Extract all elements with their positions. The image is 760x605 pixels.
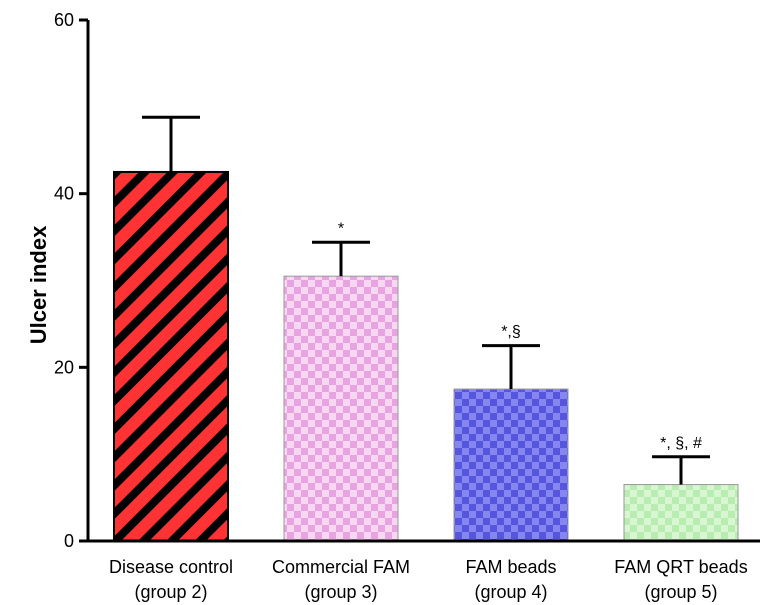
y-axis-label: Ulcer index (26, 225, 51, 344)
x-axis-category-labels: Disease control (group 2) Commercial FAM (g… (109, 557, 748, 602)
bar-2 (283, 275, 399, 542)
category-group-label-1: (group 2) (134, 582, 207, 602)
category-label-3: FAM beads (465, 557, 556, 577)
category-label-2: Commercial FAM (272, 557, 410, 577)
y-axis-ticks: 0 20 40 60 (54, 10, 88, 551)
y-tick-label-40: 40 (54, 184, 74, 204)
bars: * *,§ *, §, # (113, 115, 739, 542)
category-group-label-3: (group 4) (474, 582, 547, 602)
category-group-label-4: (group 5) (644, 582, 717, 602)
y-tick-label-0: 0 (64, 531, 74, 551)
category-label-4: FAM QRT beads (614, 557, 747, 577)
y-tick-label-60: 60 (54, 10, 74, 30)
significance-annotation-2: * (338, 220, 344, 237)
category-label-1: Disease control (109, 557, 233, 577)
category-group-label-2: (group 3) (304, 582, 377, 602)
bar-4 (623, 484, 739, 542)
significance-annotation-4: *, §, # (660, 435, 702, 452)
y-tick-label-20: 20 (54, 357, 74, 377)
significance-annotation-3: *,§ (501, 324, 521, 341)
bar-1 (113, 170, 229, 542)
bar-3 (453, 388, 569, 542)
